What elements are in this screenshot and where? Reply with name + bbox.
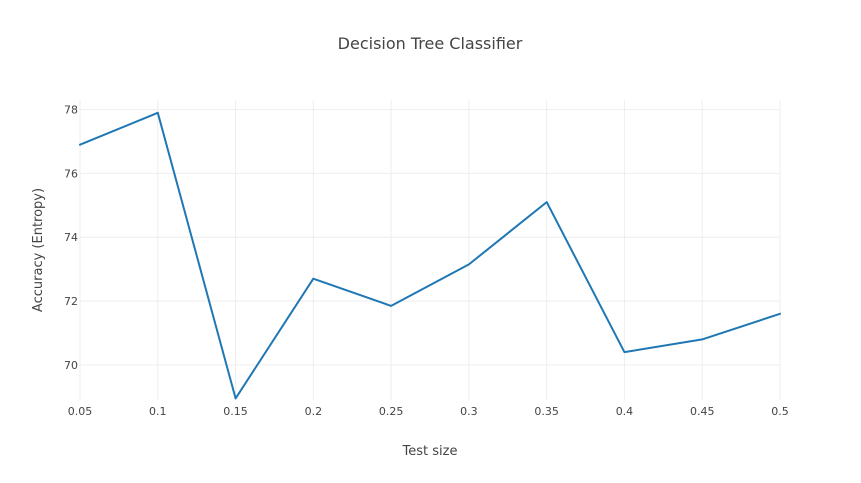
data-point (699, 336, 705, 342)
x-axis-title: Test size (402, 444, 458, 459)
data-point (310, 276, 316, 282)
data-point (544, 199, 550, 205)
y-axis-title: Accuracy (Entropy) (31, 188, 46, 312)
data-point (777, 311, 783, 317)
x-tick-label: 0.35 (534, 405, 559, 418)
series-line (79, 111, 781, 400)
x-tick-label: 0.1 (149, 405, 167, 418)
data-point (466, 261, 472, 267)
y-tick-label: 74 (64, 231, 78, 244)
x-tick-label: 0.05 (68, 405, 93, 418)
x-tick-label: 0.25 (379, 405, 404, 418)
grid-layer (79, 100, 781, 400)
x-tick-label: 0.15 (223, 405, 248, 418)
y-tick-label: 70 (64, 359, 78, 372)
tick-layer: 0.05 0.1 0.15 0.2 0.25 0.3 0.35 0.4 0.45 0.5 70 72 7… (64, 104, 789, 418)
y-tick-label: 78 (64, 104, 78, 117)
y-tick-label: 72 (64, 295, 78, 308)
data-point (233, 395, 239, 401)
chart-title: Decision Tree Classifier (338, 34, 523, 53)
x-tick-label: 0.3 (460, 405, 478, 418)
y-tick-label: 76 (64, 167, 78, 180)
data-point (388, 303, 394, 309)
data-point (77, 142, 83, 148)
data-point (155, 110, 161, 116)
x-tick-label: 0.45 (690, 405, 715, 418)
series-layer (77, 110, 783, 401)
x-tick-label: 0.5 (771, 405, 789, 418)
x-tick-label: 0.4 (616, 405, 634, 418)
x-tick-label: 0.2 (305, 405, 323, 418)
data-point (621, 349, 627, 355)
